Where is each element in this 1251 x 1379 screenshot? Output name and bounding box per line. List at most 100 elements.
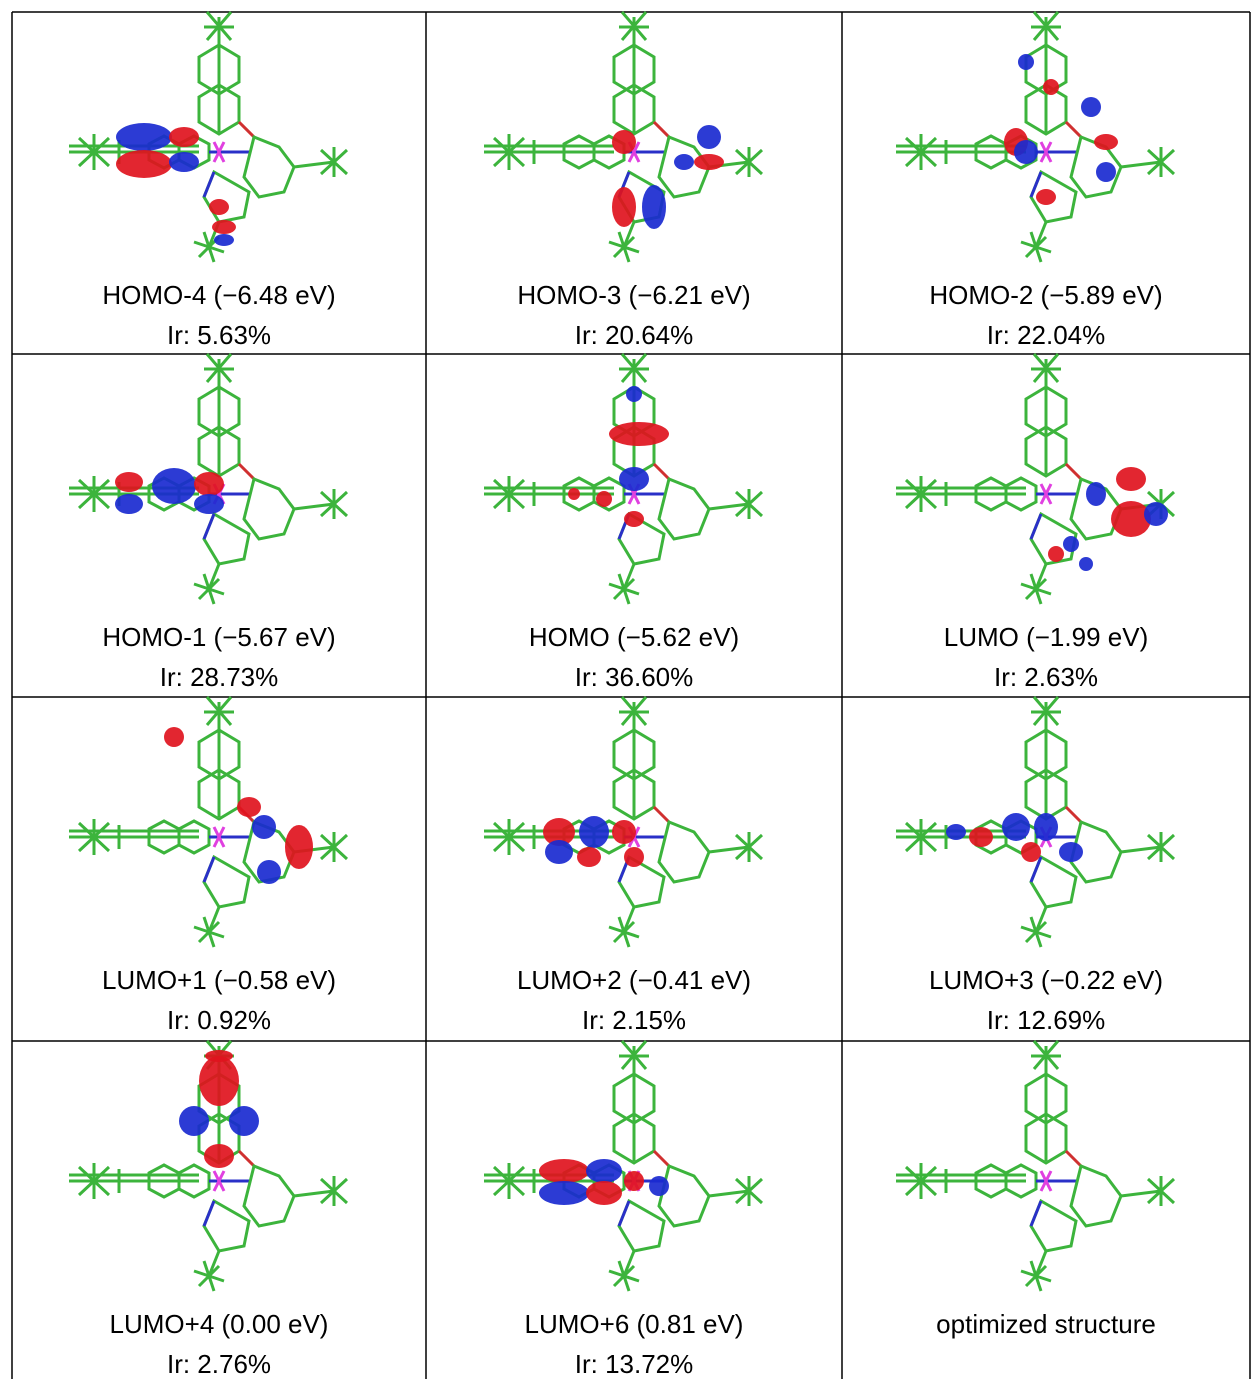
orbital-lobe <box>179 1106 209 1136</box>
orbital-lobe <box>586 1181 622 1205</box>
table-cell: HOMO-1 (−5.67 eV) Ir: 28.73% <box>69 354 347 692</box>
ir-contribution: Ir: 13.72% <box>575 1349 694 1379</box>
orbital-lobe <box>1034 813 1058 841</box>
orbital-lobe <box>1018 54 1034 70</box>
molecule-image <box>896 12 1174 262</box>
orbital-lobe <box>946 824 966 840</box>
table-cell: HOMO (−5.62 eV) Ir: 36.60% <box>484 354 762 692</box>
ir-contribution: Ir: 5.63% <box>167 320 271 350</box>
ir-contribution: Ir: 0.92% <box>167 1005 271 1035</box>
orbital-lobe <box>624 511 644 527</box>
orbital-lobe <box>1079 557 1093 571</box>
orbital-label: optimized structure <box>936 1309 1156 1339</box>
table-cell: LUMO+1 (−0.58 eV) Ir: 0.92% <box>69 697 347 1035</box>
table-cell: LUMO (−1.99 eV)Ir: 2.63% <box>896 354 1174 692</box>
orbital-lobe <box>612 820 636 844</box>
orbital-lobe <box>619 467 649 491</box>
ir-contribution: Ir: 36.60% <box>575 662 694 692</box>
table-cell: LUMO+3 (−0.22 eV) Ir: 12.69% <box>896 697 1174 1035</box>
molecule-image <box>896 1041 1174 1291</box>
orbital-lobe <box>252 815 276 839</box>
orbital-lobe <box>1043 79 1059 95</box>
table-cell: LUMO+4 (0.00 eV) Ir: 2.76% <box>69 1041 347 1379</box>
table-cell: LUMO+2 (−0.41 eV) Ir: 2.15% <box>484 697 762 1035</box>
table-cell: HOMO-2 (−5.89 eV) Ir: 22.04% <box>896 12 1174 350</box>
table-cell: HOMO-4 (−6.48 eV) Ir: 5.63% <box>69 12 347 350</box>
orbital-lobe <box>612 130 636 154</box>
orbital-lobe <box>237 797 261 817</box>
ir-contribution: Ir: 2.76% <box>167 1349 271 1379</box>
orbital-lobe <box>586 1159 622 1183</box>
orbital-lobe <box>694 154 724 170</box>
orbital-lobe <box>257 860 281 884</box>
orbital-lobe <box>1002 813 1030 841</box>
orbital-lobe <box>697 125 721 149</box>
orbital-lobe <box>1096 162 1116 182</box>
orbital-lobe <box>116 123 172 151</box>
orbital-lobe <box>115 472 143 492</box>
orbital-label: HOMO-1 (−5.67 eV) <box>102 622 335 652</box>
orbital-lobe <box>579 816 609 848</box>
ir-contribution: Ir: 2.63% <box>994 662 1098 692</box>
ir-contribution: Ir: 12.69% <box>987 1005 1106 1035</box>
ir-contribution: Ir: 20.64% <box>575 320 694 350</box>
orbital-lobe <box>164 727 184 747</box>
orbital-table: HOMO-4 (−6.48 eV) Ir: 5.63% HOMO-3 (−6.21 … <box>0 0 1251 1379</box>
orbital-lobe <box>642 185 666 229</box>
orbital-label: LUMO+1 (−0.58 eV) <box>102 965 336 995</box>
orbital-lobe <box>194 494 224 514</box>
orbital-lobe <box>568 488 580 500</box>
orbital-lobe <box>609 422 669 446</box>
orbital-lobe <box>624 1171 644 1191</box>
orbital-lobe <box>194 472 224 496</box>
orbital-lobe <box>1081 97 1101 117</box>
orbital-lobe <box>545 840 573 864</box>
orbital-lobe <box>169 152 199 172</box>
orbital-lobe <box>214 234 234 246</box>
table-cell: optimized structure <box>896 1041 1174 1339</box>
orbital-lobe <box>674 154 694 170</box>
orbital-lobe <box>1111 501 1151 537</box>
orbital-lobe <box>212 220 236 234</box>
orbital-lobe <box>1059 842 1083 862</box>
orbital-lobe <box>285 825 313 869</box>
orbital-label: LUMO+4 (0.00 eV) <box>110 1309 329 1339</box>
orbital-lobe <box>199 1056 239 1106</box>
table-cell: HOMO-3 (−6.21 eV) Ir: 20.64% <box>484 12 762 350</box>
orbital-lobe <box>577 847 601 867</box>
orbital-lobe <box>969 827 993 847</box>
orbital-label: HOMO-2 (−5.89 eV) <box>929 280 1162 310</box>
orbital-lobe <box>1116 467 1146 491</box>
ir-contribution: Ir: 22.04% <box>987 320 1106 350</box>
orbital-label: HOMO-3 (−6.21 eV) <box>517 280 750 310</box>
orbital-label: LUMO+6 (0.81 eV) <box>525 1309 744 1339</box>
orbital-label: HOMO (−5.62 eV) <box>529 622 739 652</box>
ir-contribution: Ir: 28.73% <box>160 662 279 692</box>
molecule-image <box>69 12 347 262</box>
orbital-lobe <box>624 847 644 867</box>
orbital-lobe <box>1048 546 1064 562</box>
orbital-label: LUMO+2 (−0.41 eV) <box>517 965 751 995</box>
orbital-lobe <box>1094 134 1118 150</box>
orbital-lobe <box>1144 502 1168 526</box>
orbital-lobe <box>1036 189 1056 205</box>
ir-contribution: Ir: 2.15% <box>582 1005 686 1035</box>
orbital-label: LUMO+3 (−0.22 eV) <box>929 965 1163 995</box>
orbital-lobe <box>1086 482 1106 506</box>
orbital-lobe <box>229 1106 259 1136</box>
orbital-lobe <box>1063 536 1079 552</box>
orbital-lobe <box>204 1144 234 1168</box>
orbital-lobe <box>209 199 229 215</box>
orbital-lobe <box>1021 842 1041 862</box>
orbital-lobe <box>152 468 196 504</box>
table-cell: LUMO+6 (0.81 eV) Ir: 13.72% <box>484 1041 762 1379</box>
orbital-lobe <box>169 127 199 147</box>
orbital-lobe <box>539 1159 589 1183</box>
orbital-lobe <box>626 386 642 402</box>
orbital-lobe <box>596 491 612 507</box>
molecule-image <box>69 697 347 947</box>
orbital-lobe <box>612 187 636 227</box>
orbital-lobe <box>649 1176 669 1196</box>
orbital-lobe <box>115 494 143 514</box>
orbital-label: HOMO-4 (−6.48 eV) <box>102 280 335 310</box>
